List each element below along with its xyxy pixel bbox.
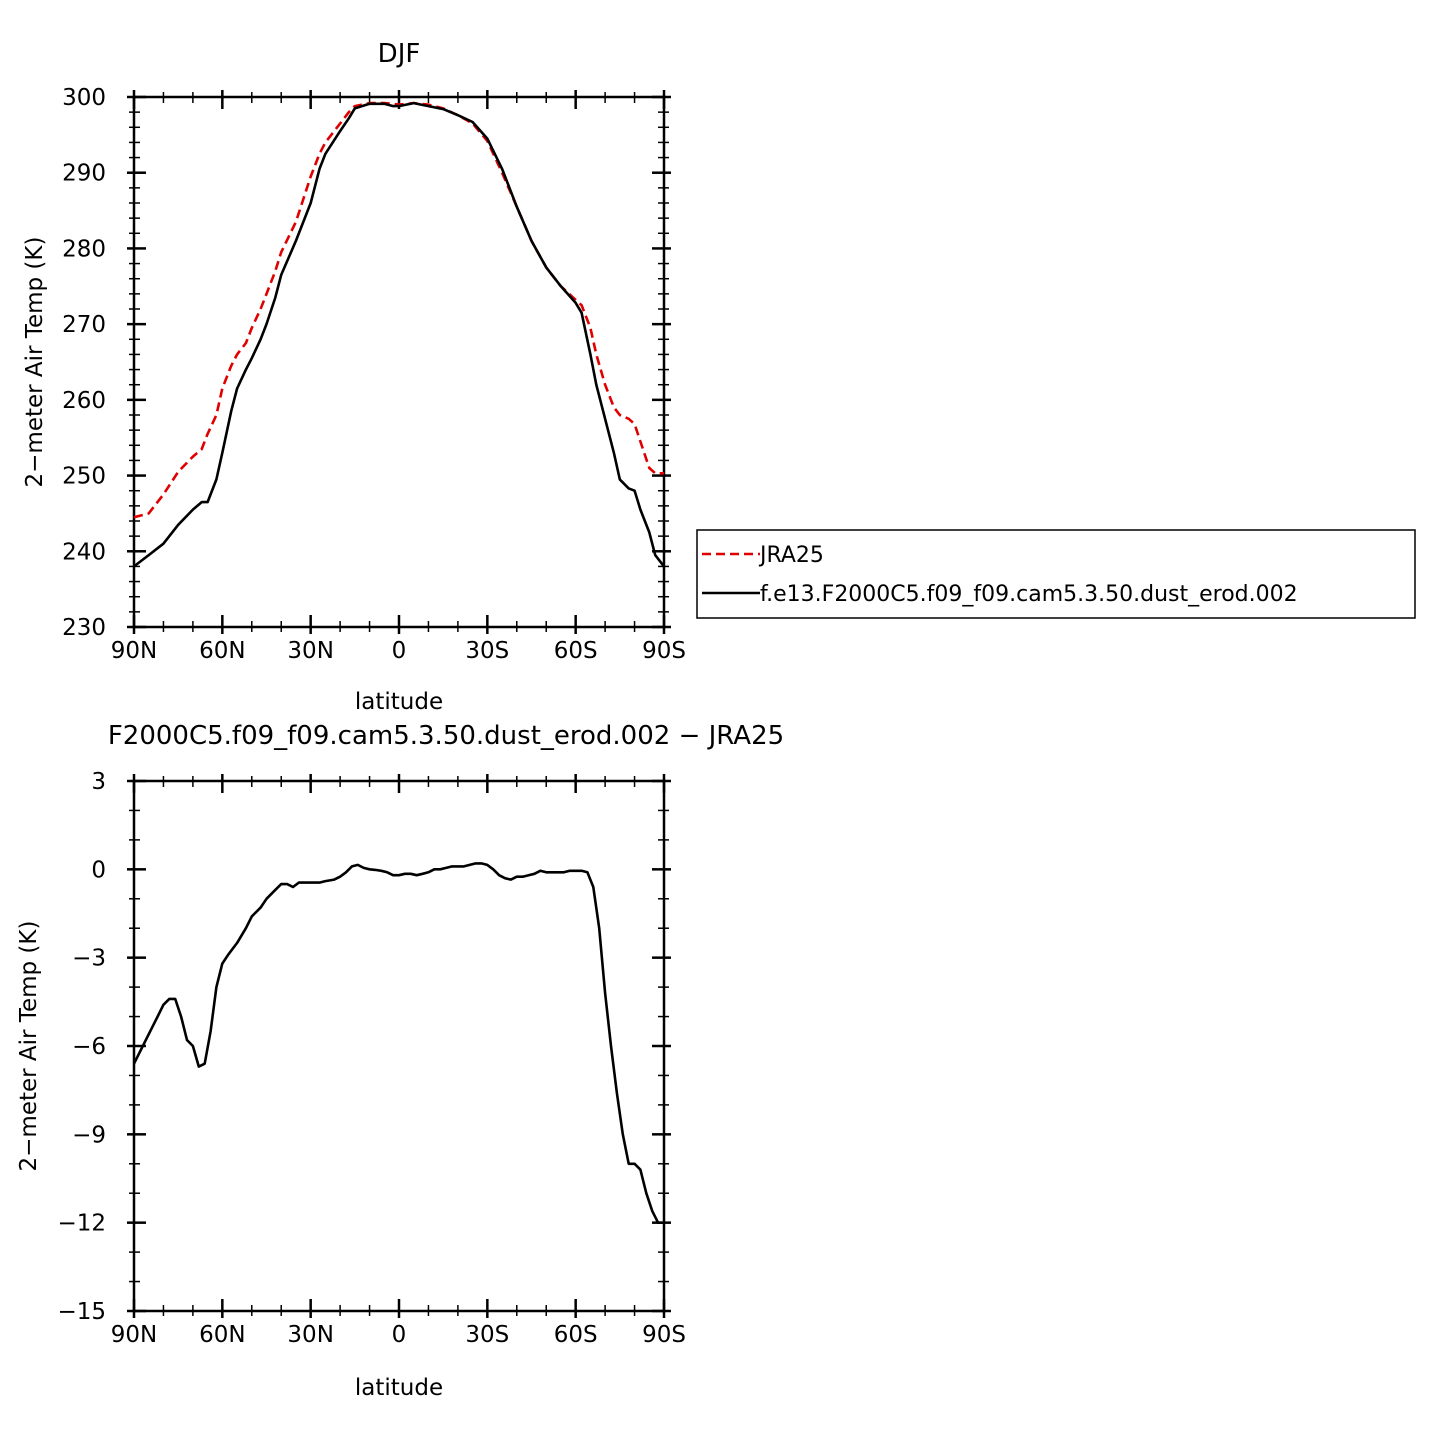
x-tick-label: 0 [392, 638, 407, 664]
x-ticks: 90N 60N 30N 0 30S 60S 90S [111, 90, 686, 664]
legend-box [696, 529, 1416, 619]
series-lines [132, 862, 664, 1224]
y-tick-label: −12 [57, 1211, 106, 1237]
legend: JRA25 f.e13.F2000C5.f09_f09.cam5.3.50.du… [696, 529, 1416, 619]
x-tick-label: 30S [465, 638, 509, 664]
plot-frame [132, 779, 666, 1313]
y-tick-label: −6 [72, 1034, 106, 1060]
x-tick-label: 30N [287, 1322, 333, 1348]
y-tick-label: 270 [62, 312, 106, 338]
y-tick-label: 260 [62, 388, 106, 414]
x-tick-label: 90S [642, 638, 686, 664]
x-tick-label: 60S [554, 638, 598, 664]
y-tick-label: 290 [62, 161, 106, 187]
y-axis-label: 2−meter Air Temp (K) [16, 921, 42, 1172]
y-tick-label: 0 [91, 857, 106, 883]
y-tick-label: −3 [72, 946, 106, 972]
y-ticks: 230 240 250 260 270 280 290 300 [62, 85, 671, 641]
panel-difference: F2000C5.f09_f09.cam5.3.50.dust_erod.002 … [16, 721, 784, 1401]
series-line-jra25 [133, 101, 664, 519]
x-tick-label: 90S [642, 1322, 686, 1348]
y-tick-label: 3 [91, 769, 106, 795]
y-tick-label: −9 [72, 1122, 106, 1148]
y-ticks: −15 −12 −9 −6 −3 0 3 [57, 769, 671, 1325]
plot-frame [132, 95, 666, 629]
y-tick-label: 230 [62, 615, 106, 641]
x-tick-label: 30N [287, 638, 333, 664]
y-tick-label: 250 [62, 464, 106, 490]
x-tick-label: 30S [465, 1322, 509, 1348]
series-lines [133, 101, 666, 568]
x-tick-label: 0 [392, 1322, 407, 1348]
series-line-difference [132, 862, 664, 1224]
x-axis-label: latitude [355, 689, 443, 715]
x-tick-label: 60N [199, 1322, 245, 1348]
panel-temperature: DJF 90N 60N 30N 0 30S 60S 90S 2302402502602702… [22, 39, 686, 715]
y-tick-label: 300 [62, 85, 106, 111]
y-tick-label: 280 [62, 236, 106, 262]
legend-entry-jra25: JRA25 [758, 543, 824, 568]
series-line-f-e13-f2000c5-f09-f09-cam5-3-50-dust-erod-002 [133, 101, 666, 568]
y-tick-label: 240 [62, 539, 106, 565]
x-ticks: 90N 60N 30N 0 30S 60S 90S [111, 774, 686, 1348]
chart-title: DJF [378, 39, 421, 69]
x-tick-label: 90N [111, 1322, 157, 1348]
x-axis-label: latitude [355, 1375, 443, 1401]
x-tick-label: 60S [554, 1322, 598, 1348]
y-axis-label: 2−meter Air Temp (K) [22, 237, 48, 488]
y-tick-label: −15 [57, 1299, 106, 1325]
x-tick-label: 60N [199, 638, 245, 664]
x-tick-label: 90N [111, 638, 157, 664]
chart-title: F2000C5.f09_f09.cam5.3.50.dust_erod.002 … [108, 721, 784, 751]
legend-entry-model: f.e13.F2000C5.f09_f09.cam5.3.50.dust_ero… [760, 582, 1298, 607]
